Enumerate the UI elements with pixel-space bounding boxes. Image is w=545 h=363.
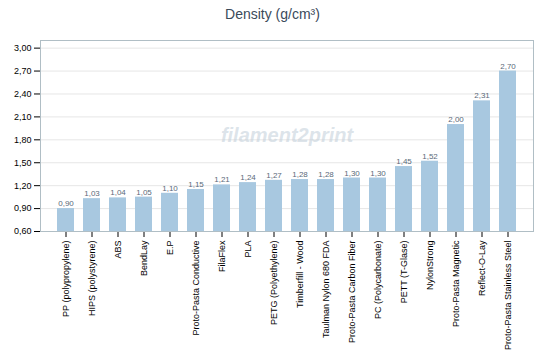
svg-text:PC (Polycarbonate): PC (Polycarbonate) bbox=[373, 241, 383, 320]
svg-text:1,52: 1,52 bbox=[422, 152, 438, 161]
svg-text:Proto-Pasta Conductive: Proto-Pasta Conductive bbox=[191, 241, 201, 336]
svg-text:Timberfill - Wood: Timberfill - Wood bbox=[295, 241, 305, 309]
svg-text:Reflect-O-Lay: Reflect-O-Lay bbox=[477, 240, 487, 296]
svg-text:filament2print: filament2print bbox=[221, 124, 355, 146]
svg-text:1,28: 1,28 bbox=[292, 170, 308, 179]
svg-text:Proto-Pasta Magnetic: Proto-Pasta Magnetic bbox=[451, 240, 461, 327]
svg-text:1,50: 1,50 bbox=[14, 158, 32, 168]
svg-text:0,60: 0,60 bbox=[14, 226, 32, 236]
svg-text:1,05: 1,05 bbox=[136, 188, 152, 197]
svg-text:1,03: 1,03 bbox=[84, 189, 100, 198]
svg-text:NylonStrong: NylonStrong bbox=[425, 241, 435, 291]
svg-text:PLA: PLA bbox=[243, 241, 253, 258]
svg-text:1,20: 1,20 bbox=[14, 181, 32, 191]
svg-text:PETT (T-Glase): PETT (T-Glase) bbox=[399, 240, 409, 303]
svg-text:HIPS (polystyrene): HIPS (polystyrene) bbox=[87, 241, 97, 317]
svg-text:1,45: 1,45 bbox=[396, 157, 412, 166]
svg-text:2,70: 2,70 bbox=[14, 66, 32, 76]
svg-text:0,90: 0,90 bbox=[58, 199, 74, 208]
svg-text:E.P: E.P bbox=[165, 241, 175, 256]
svg-text:BendLay: BendLay bbox=[139, 240, 149, 276]
svg-text:1,15: 1,15 bbox=[188, 180, 204, 189]
svg-text:PP (polypropylene): PP (polypropylene) bbox=[61, 241, 71, 317]
svg-text:1,30: 1,30 bbox=[370, 169, 386, 178]
svg-text:2,31: 2,31 bbox=[474, 91, 490, 100]
svg-text:2,10: 2,10 bbox=[14, 112, 32, 122]
svg-text:3,00: 3,00 bbox=[14, 43, 32, 53]
svg-text:1,27: 1,27 bbox=[266, 171, 282, 180]
svg-text:2,70: 2,70 bbox=[500, 62, 516, 71]
svg-text:ABS: ABS bbox=[113, 241, 123, 259]
html-text:Density (g/cm³): Density (g/cm³) bbox=[225, 6, 320, 22]
svg-text:1,04: 1,04 bbox=[110, 188, 126, 197]
svg-text:2,00: 2,00 bbox=[448, 115, 464, 124]
svg-text:1,24: 1,24 bbox=[240, 173, 256, 182]
svg-text:1,21: 1,21 bbox=[214, 175, 230, 184]
svg-text:0,90: 0,90 bbox=[14, 203, 32, 213]
svg-text:Proto-Pasta Stainless Steel: Proto-Pasta Stainless Steel bbox=[503, 241, 513, 351]
svg-text:1,80: 1,80 bbox=[14, 135, 32, 145]
svg-text:1,10: 1,10 bbox=[162, 184, 178, 193]
svg-text:FilaFlex: FilaFlex bbox=[217, 240, 227, 272]
svg-text:1,30: 1,30 bbox=[344, 169, 360, 178]
svg-text:Taulman Nylon 680 FDA: Taulman Nylon 680 FDA bbox=[321, 241, 331, 339]
svg-text:1,28: 1,28 bbox=[318, 170, 334, 179]
svg-text:2,40: 2,40 bbox=[14, 89, 32, 99]
svg-text:PETG (Polyethylene): PETG (Polyethylene) bbox=[269, 241, 279, 326]
svg-text:Proto-Pasta Carbon Fiber: Proto-Pasta Carbon Fiber bbox=[347, 240, 357, 343]
